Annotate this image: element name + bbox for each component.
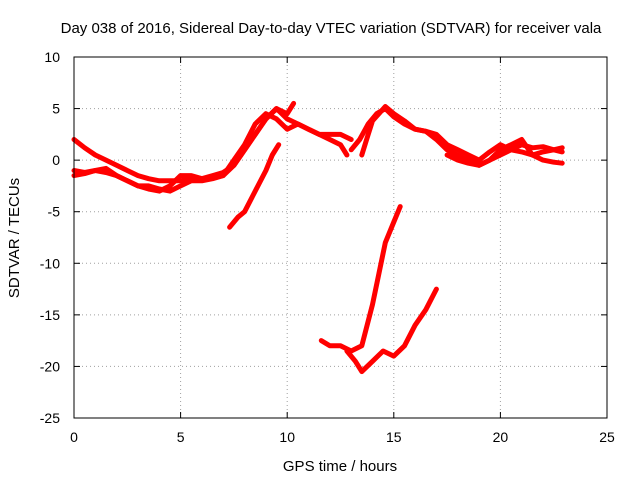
y-tick-label: 10 [44,49,60,65]
series-line-track-7 [444,142,565,168]
data-series [71,100,565,375]
y-tick-label: -15 [40,307,60,323]
x-tick-label: 15 [386,429,402,445]
series-line-track-3 [71,100,297,194]
y-tick-label: -25 [40,410,60,426]
x-tick-label: 25 [599,429,615,445]
series-line-track-4 [227,142,282,230]
tick-labels: 0 5 10 15 20 25 10 5 0 -5 -10 -15 -20 -25 [40,49,615,445]
chart-title: Day 038 of 2016, Sidereal Day-to-day VTE… [61,20,602,37]
y-tick-label: 0 [52,152,60,168]
x-tick-label: 5 [177,429,185,445]
axis-ticks [73,56,608,419]
y-axis-label: SDTVAR / TECUs [6,178,23,298]
y-tick-label: -20 [40,358,60,374]
x-axis-label: GPS time / hours [283,458,397,475]
x-tick-label: 20 [493,429,509,445]
series-line-track-8 [318,204,403,354]
series-line-track-9 [344,286,439,375]
x-tick-label: 0 [70,429,78,445]
x-tick-label: 10 [279,429,295,445]
y-tick-label: 5 [52,101,60,117]
y-tick-label: -10 [40,255,60,271]
y-tick-label: -5 [48,204,61,220]
plot-frame [73,56,608,419]
